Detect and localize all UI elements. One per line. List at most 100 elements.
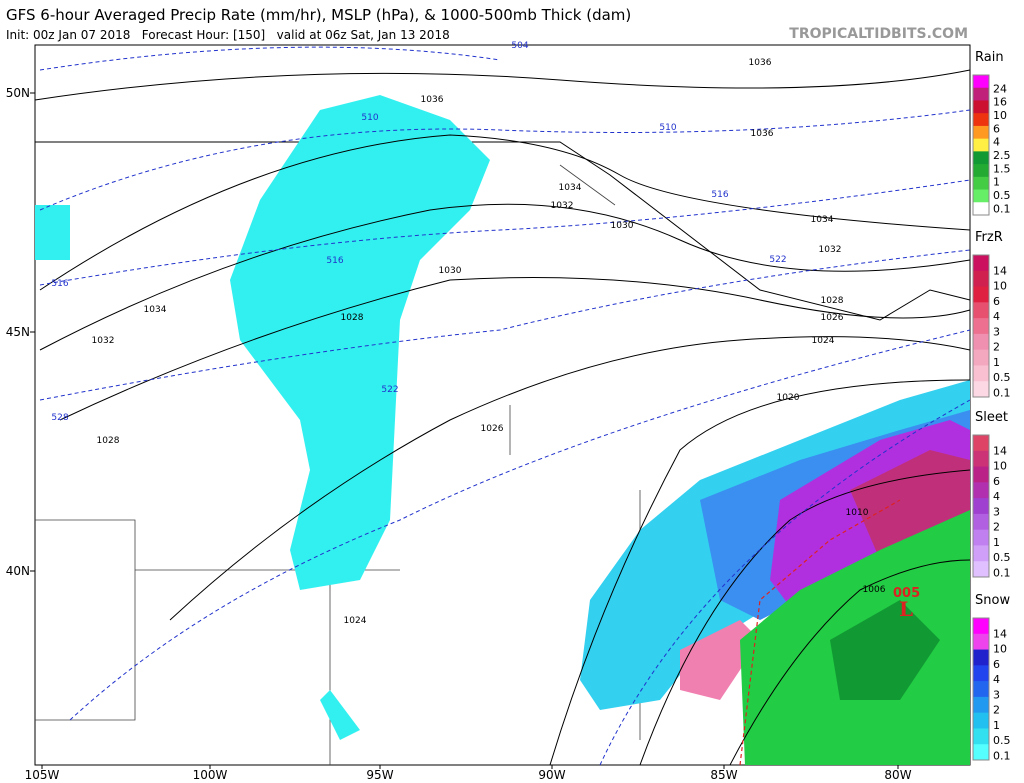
lon-label: 90W [538, 768, 565, 782]
legend-swatch [973, 75, 989, 89]
legend-label: 16 [993, 96, 1007, 109]
legend-label: 4 [993, 490, 1000, 503]
legend-label: 1 [993, 176, 1000, 189]
lat-label: 40N [6, 564, 30, 578]
legend-label: 3 [993, 505, 1000, 518]
isobar-label: 1034 [811, 215, 834, 225]
legend-frame [972, 254, 990, 398]
lon-label: 85W [710, 768, 737, 782]
isobar-label: 1030 [611, 221, 634, 231]
low-marker: L [899, 597, 913, 621]
legend-swatch [973, 349, 989, 366]
legend-label: 4 [993, 136, 1000, 149]
legend-swatch [973, 482, 989, 499]
legend-label: 1.5 [993, 162, 1011, 175]
legend-label: 3 [993, 325, 1000, 338]
legend-label: 10 [993, 280, 1007, 293]
legend-label: 4 [993, 310, 1000, 323]
legend-label: 10 [993, 109, 1007, 122]
thickness-label: 510 [659, 123, 676, 133]
isobar-label: 1028 [97, 436, 120, 446]
isobar-label: 1032 [551, 201, 574, 211]
legend-label: 10 [993, 460, 1007, 473]
legend-label: 4 [993, 673, 1000, 686]
thickness-label: 528 [51, 413, 68, 423]
legend-swatch [973, 164, 989, 178]
isobar-label: 1036 [749, 58, 772, 68]
legend-label: 1 [993, 536, 1000, 549]
legend-swatch [973, 255, 989, 272]
legend-label: 14 [993, 264, 1007, 277]
legend-swatch [973, 712, 989, 729]
legend-swatch [973, 665, 989, 682]
title: GFS 6-hour Averaged Precip Rate (mm/hr),… [6, 6, 631, 24]
legend-label: 0.5 [993, 371, 1011, 384]
legend-swatch [973, 561, 989, 578]
legend-swatch [973, 151, 989, 165]
legend-swatch [973, 138, 989, 152]
isobar-label: 1034 [144, 305, 167, 315]
lon-label: 105W [25, 768, 60, 782]
legend-swatch [973, 633, 989, 651]
isobar-label: 1026 [481, 424, 504, 434]
map: 1036 1036 1036 1034 1034 1034 1032 1032 1032 1030… [34, 41, 971, 766]
legend-label: 0.1 [993, 749, 1011, 762]
legend-swatch [973, 202, 989, 216]
lon-label: 100W [193, 768, 228, 782]
legend-label: 0.1 [993, 202, 1011, 215]
subtitle: Init: 00z Jan 07 2018 Forecast Hour: [15… [6, 28, 450, 42]
rain-area [35, 205, 360, 740]
legend-title: Sleet [975, 410, 1008, 425]
lat-label: 50N [6, 86, 30, 100]
isobar-label: 1032 [819, 245, 842, 255]
legend-label: 10 [993, 643, 1007, 656]
thickness-label: 504 [511, 41, 528, 51]
legend-label: 0.5 [993, 551, 1011, 564]
border [35, 141, 971, 321]
legend-swatch [973, 466, 989, 483]
legend-title: FrzR [975, 230, 1003, 245]
legend-swatch [973, 545, 989, 562]
isobar-label: 1026 [821, 313, 844, 323]
legend-label: 0.1 [993, 386, 1011, 399]
legend-frame [972, 74, 990, 216]
legend-frame [972, 434, 990, 578]
legend-swatch [973, 649, 989, 666]
legend-label: 2 [993, 521, 1000, 534]
legend-swatch [973, 176, 989, 191]
isobar-label: 1028 [821, 296, 844, 306]
legend-title: Rain [975, 50, 1004, 65]
legend-swatch [973, 87, 989, 101]
legend-label: 6 [993, 122, 1000, 135]
legend-swatch [973, 189, 989, 203]
legend-swatch [973, 728, 989, 745]
isobar-label: 1036 [751, 129, 774, 139]
legend-swatch [973, 270, 989, 288]
legend-label: 1 [993, 719, 1000, 732]
legend-label: 2.5 [993, 149, 1011, 162]
legend-frame [972, 617, 990, 761]
isobar-label: 1006 [863, 585, 886, 595]
isobars [34, 69, 971, 766]
legend-label: 0.5 [993, 189, 1011, 202]
thickness-label: 510 [361, 113, 378, 123]
legend-label: 14 [993, 444, 1007, 457]
legend-label: 6 [993, 295, 1000, 308]
rain-core [830, 600, 940, 700]
source: TROPICALTIDBITS.COM [789, 26, 968, 42]
rain-area [230, 95, 490, 590]
legend-swatch [973, 498, 989, 515]
isobar-label: 1024 [812, 336, 835, 346]
legend-title: Snow [975, 593, 1010, 608]
lon-label: 95W [366, 768, 393, 782]
thickness-label: 516 [326, 256, 343, 266]
legend-swatch [973, 333, 989, 351]
legend-swatch [973, 113, 989, 127]
legend-label: 2 [993, 341, 1000, 354]
legend-label: 6 [993, 475, 1000, 488]
legend-label: 14 [993, 627, 1007, 640]
legend-label: 0.5 [993, 734, 1011, 747]
isobar-label: 1032 [92, 336, 115, 346]
isobar-label: 1036 [421, 95, 444, 105]
